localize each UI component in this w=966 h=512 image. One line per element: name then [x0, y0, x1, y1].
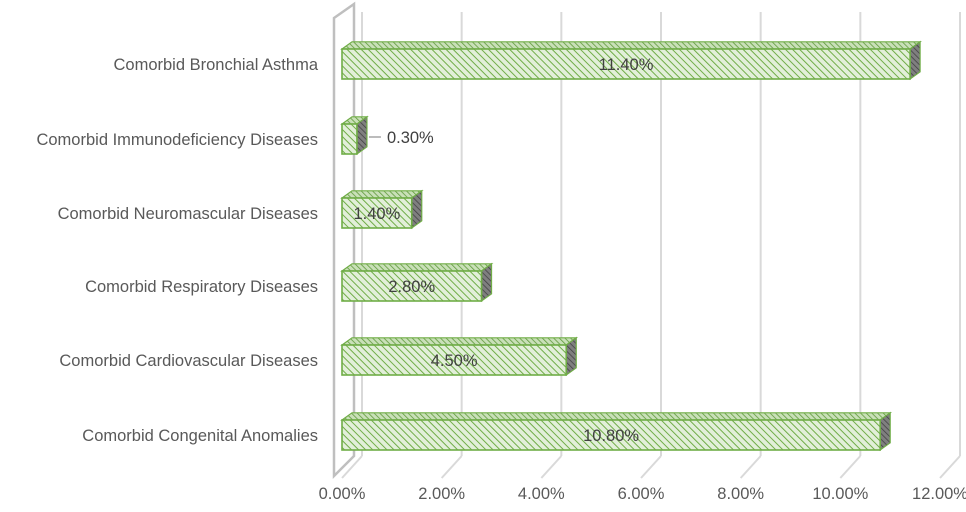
- x-tick-label: 8.00%: [717, 485, 764, 503]
- bar: [340, 262, 494, 303]
- bar-side-face: [356, 115, 368, 156]
- data-label: 2.80%: [388, 278, 435, 296]
- gridlines: [341, 12, 961, 479]
- x-tick-label: 12.00%: [912, 485, 966, 503]
- bar: [340, 115, 369, 156]
- gridline-floor: [440, 455, 463, 479]
- category-label: Comorbid Immunodeficiency Diseases: [36, 131, 318, 149]
- bar-front-face: [341, 344, 568, 376]
- bar-top-face: [340, 412, 893, 421]
- bar: [340, 411, 893, 452]
- bar: [340, 40, 922, 81]
- bars: [340, 40, 922, 452]
- bar-top-face: [340, 263, 494, 272]
- gridline-floor: [540, 455, 563, 479]
- x-tick-label: 2.00%: [418, 485, 465, 503]
- bar-front-face: [341, 197, 413, 229]
- category-label: Comorbid Congenital Anomalies: [82, 427, 318, 445]
- category-label: Comorbid Cardiovascular Diseases: [59, 352, 318, 370]
- bar-front-face: [341, 48, 911, 80]
- gridline-floor: [640, 455, 662, 479]
- data-label: 0.30%: [387, 129, 434, 147]
- bar-side-face: [565, 336, 577, 377]
- bar-top-face: [340, 41, 922, 50]
- gridline-floor: [739, 455, 762, 479]
- category-labels: Comorbid Bronchial Asthma Comorbid Immuno…: [36, 56, 318, 445]
- data-label: 1.40%: [353, 205, 400, 223]
- gridline-floor: [839, 455, 862, 479]
- bar-side-face: [480, 262, 493, 303]
- data-labels: 11.40% 0.30% 1.40% 2.80% 4.50% 10.80%: [353, 56, 653, 445]
- gridline-floor: [341, 455, 363, 479]
- chart-wall: [332, 1, 356, 480]
- side-wall: [332, 1, 356, 480]
- x-tick-label: 10.00%: [812, 485, 868, 503]
- bar: [340, 336, 579, 377]
- bar-side-face: [879, 411, 891, 452]
- bar-top-face: [340, 337, 579, 346]
- data-label: 10.80%: [583, 427, 639, 445]
- bar-front-face: [341, 123, 358, 155]
- x-tick-label: 4.00%: [518, 485, 565, 503]
- bar-side-face: [909, 40, 921, 81]
- bar-top-face: [340, 190, 424, 199]
- category-label: Comorbid Respiratory Diseases: [85, 278, 318, 296]
- data-label: 4.50%: [431, 352, 478, 370]
- x-axis-ticks: 0.00% 2.00% 4.00% 6.00% 8.00% 10.00% 12.00%: [319, 485, 966, 503]
- data-label: 11.40%: [599, 56, 654, 74]
- x-tick-label: 0.00%: [319, 485, 366, 503]
- gridline-floor: [939, 455, 961, 479]
- bar-front-face: [341, 419, 882, 451]
- bar: [340, 189, 424, 230]
- bar-front-face: [341, 270, 483, 302]
- x-tick-label: 6.00%: [618, 485, 665, 503]
- bar-side-face: [411, 189, 423, 230]
- category-label: Comorbid Neuromascular Diseases: [58, 205, 318, 223]
- category-label: Comorbid Bronchial Asthma: [113, 56, 318, 74]
